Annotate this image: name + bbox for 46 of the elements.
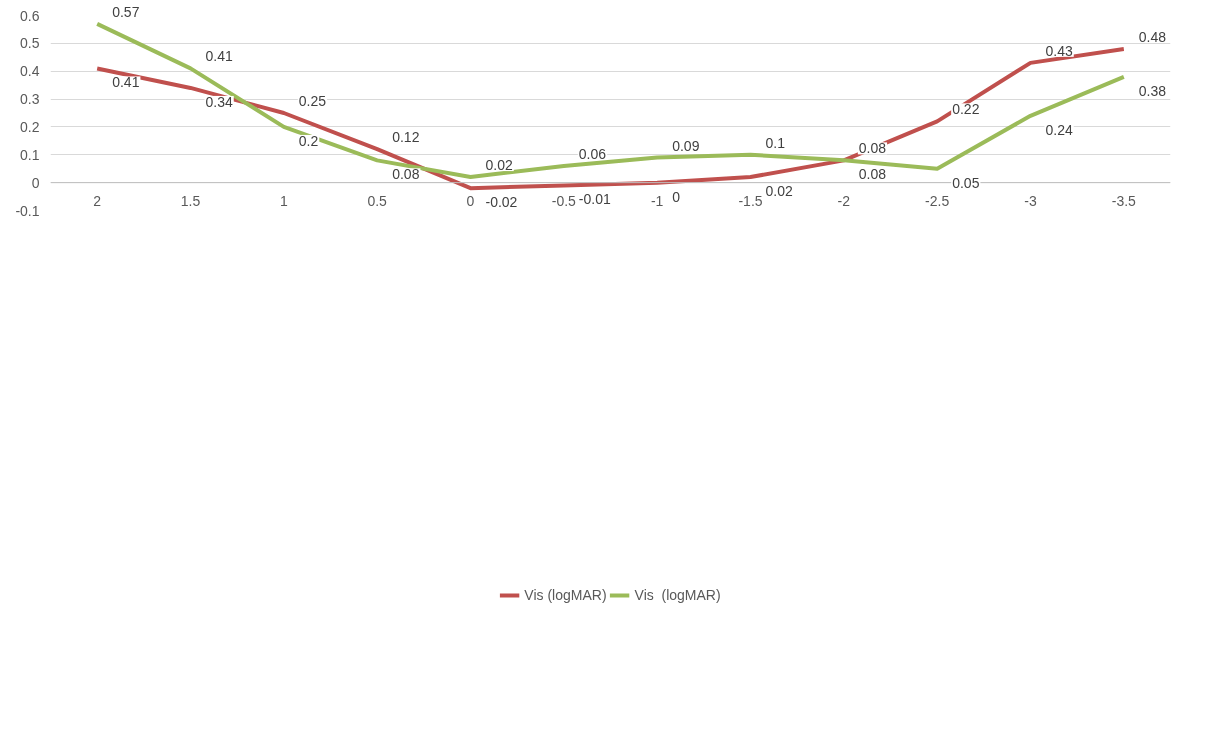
data-label: 0.05	[952, 174, 980, 191]
x-tick-label: -3	[1024, 192, 1037, 209]
x-tick-label: -2.5	[925, 192, 950, 209]
x-tick-label: -3.5	[1111, 192, 1137, 209]
y-tick-label: 0.1	[20, 146, 40, 163]
line-series	[95, 21, 1126, 180]
x-tick-label: -1.5	[738, 192, 763, 209]
data-label: 0.48	[1138, 28, 1167, 45]
data-label: 0.41	[112, 74, 140, 91]
data-label: 0.43	[1045, 42, 1073, 59]
data-label: 0.12	[392, 129, 420, 146]
x-tick-label: 0.5	[367, 192, 388, 209]
data-label: 0.22	[952, 101, 980, 118]
x-tick-label: -2	[837, 192, 851, 209]
data-label: 0.08	[858, 166, 887, 183]
data-label: 0.41	[205, 48, 233, 65]
y-tick-label: 0.2	[20, 118, 40, 135]
x-tick-label: 1.5	[180, 192, 201, 209]
x-tick-label: -0.5	[551, 192, 577, 209]
legend-label: Vis (logMAR)	[524, 587, 607, 603]
data-label: -0.01	[578, 191, 611, 208]
y-tick-label: 0.4	[20, 63, 40, 80]
x-tick-label: -1	[650, 192, 664, 209]
y-tick-label: -0.1	[15, 202, 40, 219]
data-label: 0.06	[578, 145, 607, 162]
data-label: 0.24	[1045, 121, 1073, 138]
data-label: 0.1	[765, 134, 786, 151]
y-tick-label: 0.6	[20, 7, 40, 24]
data-label: 0.38	[1138, 82, 1167, 99]
y-tick-label: 0.3	[20, 91, 40, 108]
data-label: 0.25	[298, 93, 327, 109]
data-label: 0.02	[765, 183, 793, 200]
data-label: 0.02	[485, 157, 513, 174]
y-tick-label: 0	[31, 174, 40, 191]
data-label: -0.02	[485, 194, 518, 211]
legend-label: Vis (logMAR)	[634, 587, 721, 603]
data-label: 0.09	[672, 137, 700, 154]
data-label: 0.57	[112, 3, 140, 20]
data-label: 0.34	[205, 93, 233, 110]
data-label: 0.08	[392, 166, 420, 183]
x-tick-label: 0	[466, 192, 475, 209]
data-label: 0.2	[298, 132, 319, 149]
y-tick-label: 0.5	[20, 35, 40, 52]
data-label: 0.08	[858, 140, 887, 157]
x-tick-label: 1	[279, 192, 288, 209]
x-tick-label: 2	[93, 192, 102, 209]
